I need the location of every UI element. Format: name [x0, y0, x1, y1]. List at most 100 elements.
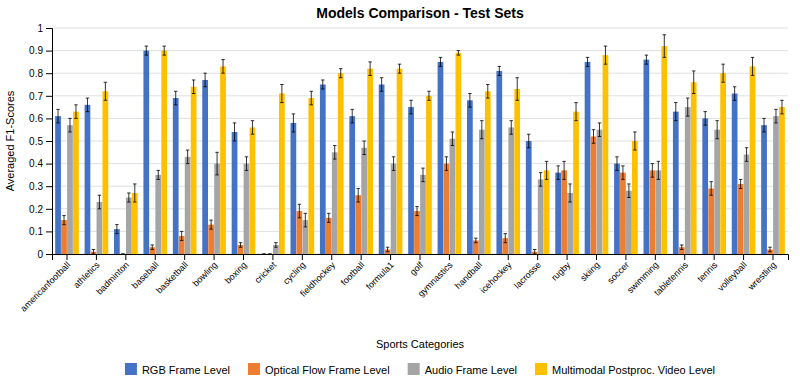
tick: 0.1 — [29, 226, 52, 237]
title: Models Comparison - Test Sets — [316, 5, 524, 21]
error-bar — [657, 161, 660, 179]
bar — [649, 170, 655, 254]
tick: tabletennis — [652, 254, 690, 298]
bar — [397, 69, 403, 254]
bar — [585, 62, 591, 254]
error-bar — [621, 166, 624, 180]
tick-mark — [243, 254, 244, 260]
tick-label: 0.2 — [29, 204, 43, 215]
tick: football — [339, 254, 367, 287]
bar — [326, 218, 332, 254]
error-bar — [262, 254, 265, 255]
bar — [750, 66, 756, 254]
error-bar — [474, 238, 477, 243]
error-bar — [480, 121, 483, 139]
tick: 1 — [37, 23, 52, 34]
bar — [655, 170, 661, 254]
legend-item: RGB Frame Level — [125, 363, 230, 376]
error-bar — [133, 184, 136, 202]
error-bar — [539, 173, 542, 187]
bar — [73, 112, 79, 254]
error-bar — [715, 121, 718, 139]
y-axis: 00.10.20.30.40.50.60.70.80.91 — [29, 23, 52, 260]
series-group — [67, 98, 779, 254]
error-bar — [92, 249, 95, 254]
error-bar — [421, 168, 424, 182]
bar — [279, 94, 285, 254]
tick-mark — [684, 254, 685, 260]
tick-mark — [46, 118, 52, 119]
tick: cricket — [253, 254, 279, 285]
tick: golf — [408, 254, 426, 277]
tick-label: 0.4 — [29, 158, 43, 169]
bar — [620, 173, 626, 254]
bar — [626, 191, 632, 254]
bar — [332, 152, 338, 254]
bar — [355, 195, 361, 254]
error-bar — [186, 150, 189, 164]
bar — [320, 85, 326, 255]
series-group — [55, 46, 767, 254]
bar — [420, 175, 426, 254]
tick-mark — [214, 254, 215, 260]
bar — [691, 82, 697, 254]
bar — [361, 148, 367, 254]
tick: cycling — [281, 254, 308, 286]
tick-mark — [537, 254, 538, 260]
error-bar — [515, 78, 518, 101]
error-bar — [115, 225, 118, 234]
legend-swatch — [408, 363, 420, 375]
bar — [614, 164, 620, 254]
bar — [61, 220, 67, 254]
bar — [214, 164, 220, 254]
tick-mark — [96, 254, 97, 260]
error-bar — [504, 234, 507, 243]
error-bar — [598, 123, 601, 137]
bar — [632, 141, 638, 254]
error-bar — [703, 112, 706, 126]
tick-mark — [46, 209, 52, 210]
bar — [526, 141, 532, 254]
error-bar — [62, 216, 65, 225]
tick-label: basketball — [154, 260, 190, 296]
bar — [349, 116, 355, 254]
error-bar — [568, 184, 571, 202]
tick: badminton — [94, 254, 131, 297]
bar — [467, 100, 473, 254]
error-bar — [510, 121, 513, 135]
tick-mark — [743, 254, 744, 260]
marks — [55, 35, 785, 254]
tick-mark — [625, 254, 626, 260]
tick: 0.9 — [29, 45, 52, 56]
bar — [555, 173, 561, 254]
tick: 0.7 — [29, 91, 52, 102]
bar — [67, 125, 73, 254]
bar — [538, 179, 544, 254]
bar — [702, 118, 708, 254]
error-bar — [562, 161, 565, 179]
error-bar — [380, 78, 383, 92]
bar — [773, 116, 779, 254]
error-bar — [327, 213, 330, 222]
tick-label: 0 — [37, 249, 43, 260]
error-bar — [751, 57, 754, 75]
tick-label: tabletennis — [652, 259, 690, 297]
error-bar — [304, 213, 307, 227]
tick-label: 0.9 — [29, 45, 43, 56]
error-bar — [151, 245, 154, 250]
tick-label: golf — [408, 259, 426, 277]
bar — [720, 73, 726, 254]
tick: rugby — [549, 254, 572, 283]
tick-label: 0.6 — [29, 113, 43, 124]
legend-label: Optical Flow Frame Level — [265, 364, 390, 376]
error-bar — [368, 62, 371, 76]
tick-mark — [46, 141, 52, 142]
error-bar — [721, 64, 724, 82]
tick-mark — [46, 254, 52, 255]
bar — [732, 94, 738, 254]
tick-mark — [508, 254, 509, 260]
error-bar — [86, 98, 89, 112]
error-bar — [274, 243, 277, 248]
tick-mark — [302, 254, 303, 260]
tick: basketball — [154, 254, 190, 296]
